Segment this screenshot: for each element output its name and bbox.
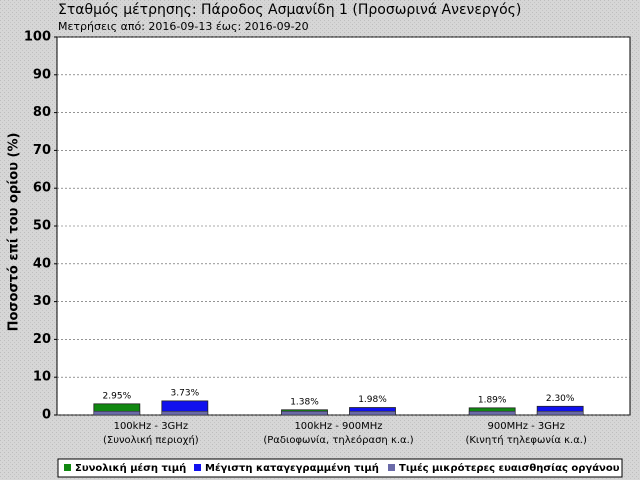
y-axis-label: Ποσοστό επί του ορίου (%) (7, 133, 22, 332)
legend-box (57, 458, 623, 478)
y-tick-label: 0 (42, 408, 51, 423)
legend-swatch (194, 464, 201, 471)
sensitivity-bar (468, 410, 516, 416)
y-tick-label: 30 (33, 294, 51, 309)
y-tick-label: 10 (33, 370, 51, 385)
x-tick-label: 100kHz - 900MHz (294, 421, 382, 432)
data-label: 2.95% (103, 391, 132, 401)
legend-swatch (388, 464, 395, 471)
sensitivity-bar (536, 410, 584, 416)
data-label: 1.38% (290, 397, 319, 407)
y-tick-label: 20 (33, 332, 51, 347)
y-tick-label: 40 (33, 256, 51, 271)
legend-swatch (64, 464, 71, 471)
chart-title: Σταθμός μέτρησης: Πάροδος Ασμανίδη 1 (Πρ… (58, 2, 521, 18)
data-label: 1.98% (358, 395, 387, 405)
sensitivity-bar (281, 410, 328, 416)
data-label: 1.89% (478, 395, 507, 405)
data-label: 3.73% (171, 388, 200, 398)
x-tick-note: (Συνολική περιοχή) (103, 434, 199, 446)
sensitivity-bar (161, 410, 209, 416)
x-tick-label: 100kHz - 3GHz (114, 421, 189, 432)
sensitivity-bar (93, 410, 141, 416)
data-label: 2.30% (546, 394, 575, 404)
y-tick-label: 50 (33, 219, 51, 234)
sensitivity-bar (349, 410, 396, 416)
y-tick-label: 90 (33, 67, 51, 82)
y-tick-label: 80 (33, 105, 51, 120)
y-tick-label: 100 (24, 30, 51, 45)
y-tick-label: 70 (33, 143, 51, 158)
legend-label: Συνολική μέση τιμή (75, 462, 186, 474)
chart-subtitle: Μετρήσεις από: 2016-09-13 έως: 2016-09-2… (58, 20, 309, 33)
x-tick-note: (Ραδιοφωνία, τηλεόραση κ.α.) (263, 434, 413, 446)
legend-label: Τιμές μικρότερες ευαισθησίας οργάνου (399, 462, 620, 474)
x-tick-label: 900MHz - 3GHz (487, 421, 564, 432)
legend-label: Μέγιστη καταγεγραμμένη τιμή (205, 462, 379, 474)
y-tick-label: 60 (33, 181, 51, 196)
x-tick-note: (Κινητή τηλεφωνία κ.α.) (465, 434, 587, 446)
